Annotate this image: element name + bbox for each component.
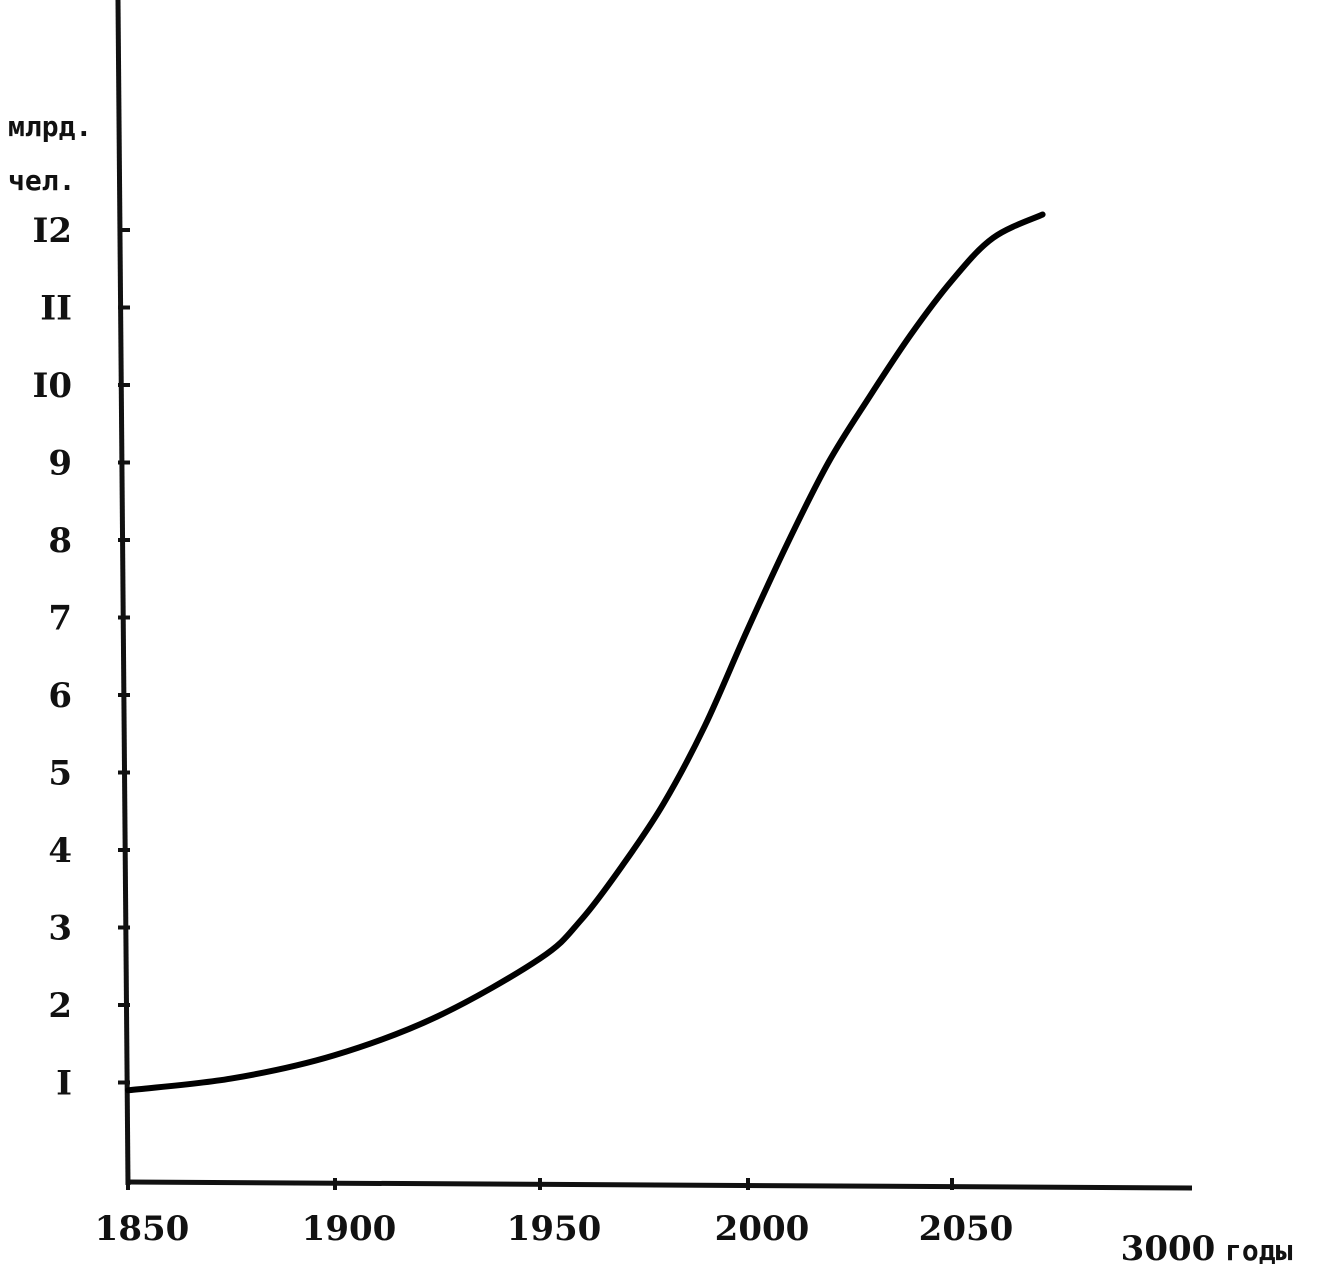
y-tick-label: 7 bbox=[48, 599, 72, 639]
y-tick-label: 3 bbox=[48, 909, 72, 949]
y-tick-label: I0 bbox=[32, 366, 72, 406]
x-tick-label: 3000 bbox=[1121, 1229, 1216, 1269]
population-series-line bbox=[125, 211, 1046, 1094]
y-axis bbox=[115, 0, 131, 1186]
y-tick-label: I2 bbox=[32, 211, 72, 251]
y-tick-label: I bbox=[56, 1064, 72, 1104]
y-tick-label: 4 bbox=[48, 831, 72, 871]
x-axis-unit: годы bbox=[1225, 1234, 1293, 1267]
x-tick-label: 1900 bbox=[302, 1209, 397, 1249]
y-axis-unit-line1: млрд. bbox=[8, 110, 92, 143]
y-tick-label: 8 bbox=[48, 521, 72, 561]
x-tick-label: 1950 bbox=[507, 1209, 602, 1249]
y-tick-label: 9 bbox=[48, 444, 72, 484]
x-axis bbox=[125, 1179, 1193, 1191]
x-tick-label: 2050 bbox=[919, 1209, 1014, 1249]
y-tick-label: 5 bbox=[48, 754, 72, 794]
x-tick-label: 2000 bbox=[715, 1209, 810, 1249]
y-tick-label: 2 bbox=[48, 986, 72, 1026]
y-tick-label: II bbox=[40, 289, 72, 329]
x-axis-ticks: 1850 1900 1950 2000 2050 3000 bbox=[95, 1178, 1216, 1269]
y-axis-unit-line2: чел. bbox=[8, 164, 75, 197]
y-tick-label: 6 bbox=[48, 676, 72, 716]
x-tick-label: 1850 bbox=[95, 1209, 190, 1249]
